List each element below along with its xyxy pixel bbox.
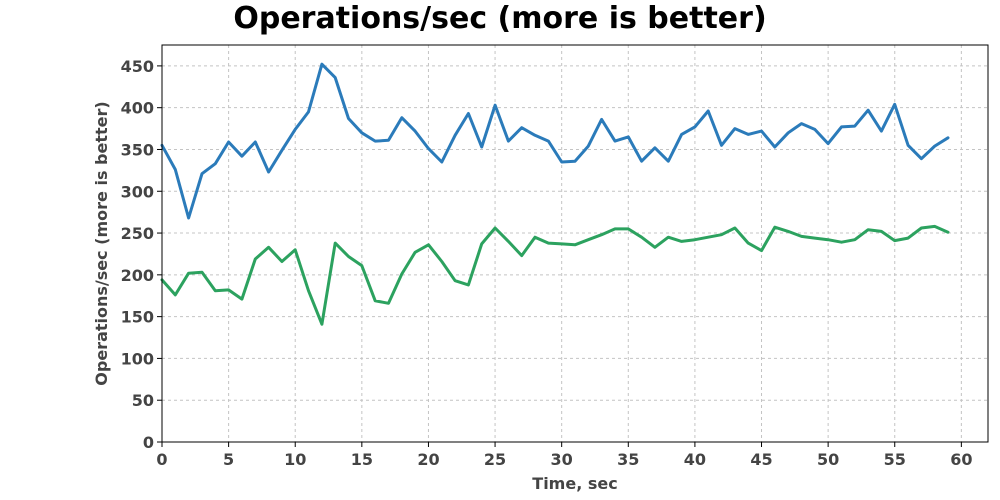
y-tick-label: 100 bbox=[121, 349, 154, 368]
x-tick-label: 20 bbox=[417, 450, 439, 469]
x-axis-label: Time, sec bbox=[532, 474, 617, 493]
x-axis-ticks: 0 5 10 15 20 25 30 35 40 45 50 55 60 bbox=[156, 442, 972, 469]
series-line-2 bbox=[160, 224, 950, 326]
x-tick-label: 40 bbox=[684, 450, 706, 469]
y-tick-label: 150 bbox=[121, 308, 154, 327]
chart-title: Operations/sec (more is better) bbox=[233, 1, 766, 36]
x-tick-label: 55 bbox=[884, 450, 906, 469]
x-tick-label: 30 bbox=[551, 450, 573, 469]
x-tick-label: 50 bbox=[817, 450, 839, 469]
y-tick-label: 200 bbox=[121, 266, 154, 285]
series-line-1 bbox=[160, 62, 950, 220]
y-axis-label: Operations/sec (more is better) bbox=[92, 101, 111, 385]
x-tick-label: 60 bbox=[950, 450, 972, 469]
series-group bbox=[160, 62, 950, 326]
y-tick-label: 0 bbox=[143, 433, 154, 452]
x-tick-label: 25 bbox=[484, 450, 506, 469]
plot-frame bbox=[161, 44, 989, 443]
y-tick-label: 300 bbox=[121, 182, 154, 201]
x-tick-label: 10 bbox=[284, 450, 306, 469]
y-tick-label: 50 bbox=[132, 391, 154, 410]
x-tick-label: 0 bbox=[156, 450, 167, 469]
x-tick-label: 15 bbox=[351, 450, 373, 469]
y-tick-label: 250 bbox=[121, 224, 154, 243]
x-tick-label: 5 bbox=[223, 450, 234, 469]
y-tick-label: 350 bbox=[121, 140, 154, 159]
y-axis-ticks: 0 50 100 150 200 250 300 350 400 450 bbox=[121, 57, 162, 452]
y-tick-label: 400 bbox=[121, 99, 154, 118]
x-tick-label: 45 bbox=[750, 450, 772, 469]
x-tick-label: 35 bbox=[617, 450, 639, 469]
y-tick-label: 450 bbox=[121, 57, 154, 76]
